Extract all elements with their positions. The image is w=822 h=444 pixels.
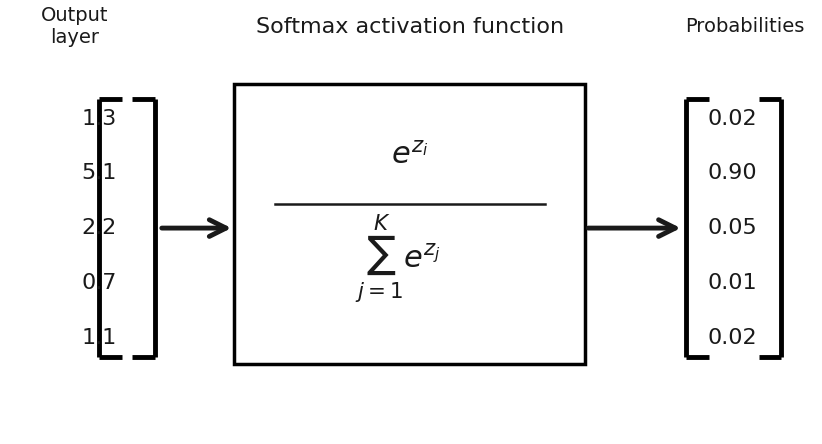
Text: Probabilities: Probabilities	[685, 17, 805, 36]
Text: 0.7: 0.7	[81, 273, 117, 293]
Text: $e^{z_i}$: $e^{z_i}$	[391, 141, 428, 170]
Text: 1.1: 1.1	[81, 328, 117, 348]
Text: 0.02: 0.02	[708, 109, 757, 129]
Text: 2.2: 2.2	[81, 218, 117, 238]
Text: 0.90: 0.90	[708, 163, 757, 183]
Text: Softmax activation function: Softmax activation function	[256, 17, 564, 37]
Text: Output
layer: Output layer	[41, 6, 109, 47]
Text: 0.02: 0.02	[708, 328, 757, 348]
Text: $\sum_{j=1}^{K} e^{z_j}$: $\sum_{j=1}^{K} e^{z_j}$	[355, 212, 441, 305]
Text: 0.05: 0.05	[708, 218, 757, 238]
Text: 0.01: 0.01	[708, 273, 757, 293]
Text: 1.3: 1.3	[81, 109, 117, 129]
Text: 5.1: 5.1	[81, 163, 117, 183]
FancyBboxPatch shape	[234, 83, 585, 364]
